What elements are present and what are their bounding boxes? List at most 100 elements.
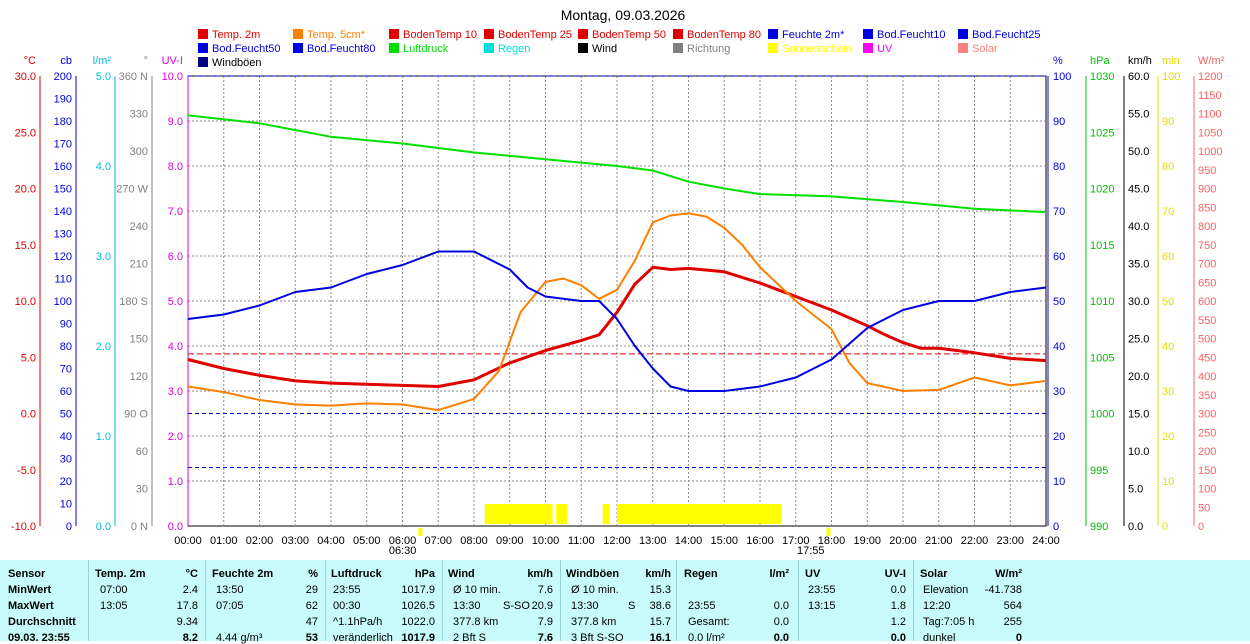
axis-tick-cb: 90 <box>60 319 72 331</box>
stats-cell: Tag:7:05 h <box>923 616 975 628</box>
stats-cell: 38.6 <box>649 600 671 612</box>
axis-tick-solar: 450 <box>1198 352 1216 364</box>
stats-header: km/h <box>645 568 671 580</box>
axes: 00:00 01:00 02:00 03:00 04:00 05:00 06:00 07:00… <box>11 55 1225 557</box>
axis-tick-wind: 20.0 <box>1128 371 1149 383</box>
axis-tick-solar: 1050 <box>1198 127 1222 139</box>
axis-tick-uv: 2.0 <box>168 431 183 443</box>
stats-header: °C <box>185 568 198 580</box>
axis-unit-solar: W/m² <box>1198 55 1225 67</box>
stats-cell: 1022.0 <box>401 616 435 628</box>
axis-tick-solar: 900 <box>1198 184 1216 196</box>
time-tick-label: 20:00 <box>889 535 917 547</box>
axis-tick-uv: 7.0 <box>168 206 183 218</box>
stats-cell: 15.3 <box>649 584 671 596</box>
axis-tick-temp: 15.0 <box>15 240 36 252</box>
axis-tick-hum: 60 <box>1053 251 1065 263</box>
axis-tick-press: 1015 <box>1090 240 1114 252</box>
legend-swatch <box>958 43 968 53</box>
stats-cell: 255 <box>1003 616 1022 628</box>
axis-tick-min: 60 <box>1162 251 1174 263</box>
axis-tick-press: 1005 <box>1090 352 1114 364</box>
axis-tick-min: 100 <box>1162 71 1180 83</box>
time-tick-label: 07:00 <box>424 535 452 547</box>
column-separator <box>442 560 443 641</box>
stats-cell: 23:55 <box>688 600 716 612</box>
axis-unit-dir: ° <box>144 55 148 67</box>
axis-tick-wind: 50.0 <box>1128 146 1149 158</box>
axis-tick-wind: 5.0 <box>1128 484 1143 496</box>
axis-tick-press: 990 <box>1090 521 1108 533</box>
stats-header: Solar <box>920 568 948 580</box>
series-line <box>187 114 1047 214</box>
time-tick-label: 06:00 <box>389 535 417 547</box>
time-tick-label: 04:00 <box>317 535 345 547</box>
axis-tick-cb: 130 <box>54 229 72 241</box>
time-tick-label: 13:00 <box>639 535 667 547</box>
column-separator <box>798 560 799 641</box>
axis-tick-cb: 110 <box>54 274 72 286</box>
axis-tick-hum: 70 <box>1053 206 1065 218</box>
axis-tick-wind: 55.0 <box>1128 109 1149 121</box>
axis-tick-uv: 4.0 <box>168 341 183 353</box>
axis-tick-dir: 60 <box>136 446 148 458</box>
legend-label: Windböen <box>212 57 262 69</box>
axis-tick-wind: 0.0 <box>1128 521 1143 533</box>
axis-tick-dir: 120 <box>130 371 148 383</box>
axis-tick-cb: 0 <box>66 521 72 533</box>
time-tick-label: 23:00 <box>996 535 1024 547</box>
stats-cell: 0.0 <box>773 616 789 628</box>
axis-tick-temp: 10.0 <box>15 296 36 308</box>
axis-tick-temp: -5.0 <box>17 465 36 477</box>
axis-tick-solar: 1150 <box>1198 90 1222 102</box>
axis-tick-dir: 30 <box>136 484 148 496</box>
stats-cell: -41.738 <box>984 584 1022 596</box>
legend-swatch <box>673 29 683 39</box>
axis-tick-min: 30 <box>1162 386 1174 398</box>
stats-cell: veränderlich <box>333 632 393 644</box>
axis-tick-temp: -10.0 <box>11 521 36 533</box>
time-tick-label: 17:00 <box>782 535 810 547</box>
axis-tick-cb: 80 <box>60 341 72 353</box>
axis-unit-press: hPa <box>1090 55 1110 67</box>
axis-tick-uv: 6.0 <box>168 251 183 263</box>
time-tick-label: 10:00 <box>532 535 560 547</box>
axis-unit-cb: cb <box>60 55 72 67</box>
sunshine-bar <box>556 504 567 524</box>
stats-cell: 3 Bft S-SO <box>571 632 624 644</box>
legend-label: Temp. 5cm* <box>307 29 366 41</box>
stats-cell: 0 <box>1015 632 1022 644</box>
stats-row-label: 09.03. 23:55 <box>8 632 70 644</box>
axis-tick-cb: 120 <box>54 251 72 263</box>
stats-cell: 0.0 l/m² <box>688 632 725 644</box>
legend-swatch <box>863 29 873 39</box>
axis-tick-uv: 3.0 <box>168 386 183 398</box>
axis-tick-cb: 160 <box>54 161 72 173</box>
axis-tick-hum: 20 <box>1053 431 1065 443</box>
stats-cell: 0.0 <box>890 632 906 644</box>
stats-cell: 0.0 <box>773 600 789 612</box>
axis-tick-wind: 30.0 <box>1128 296 1149 308</box>
column-separator <box>205 560 206 641</box>
axis-tick-press: 1025 <box>1090 127 1114 139</box>
axis-tick-cb: 180 <box>54 116 72 128</box>
axis-tick-cb: 100 <box>54 296 72 308</box>
axis-tick-solar: 750 <box>1198 240 1216 252</box>
stats-cell: S <box>628 600 636 612</box>
column-separator <box>560 560 561 641</box>
axis-tick-hum: 80 <box>1053 161 1065 173</box>
stats-cell: 07:00 <box>100 584 128 596</box>
stats-cell: 1.8 <box>890 600 906 612</box>
axis-tick-cb: 30 <box>60 454 72 466</box>
axis-tick-wind: 35.0 <box>1128 259 1149 271</box>
axis-tick-press: 1020 <box>1090 184 1114 196</box>
axis-tick-hum: 90 <box>1053 116 1065 128</box>
time-tick-label: 18:00 <box>818 535 846 547</box>
axis-tick-min: 70 <box>1162 206 1174 218</box>
time-tick-label: 01:00 <box>210 535 238 547</box>
axis-tick-cb: 150 <box>54 184 72 196</box>
stats-header: km/h <box>527 568 553 580</box>
stats-cell: 377.8 km <box>571 616 617 628</box>
stats-header: Sensor <box>8 568 46 580</box>
stats-cell: 1017.9 <box>401 584 435 596</box>
